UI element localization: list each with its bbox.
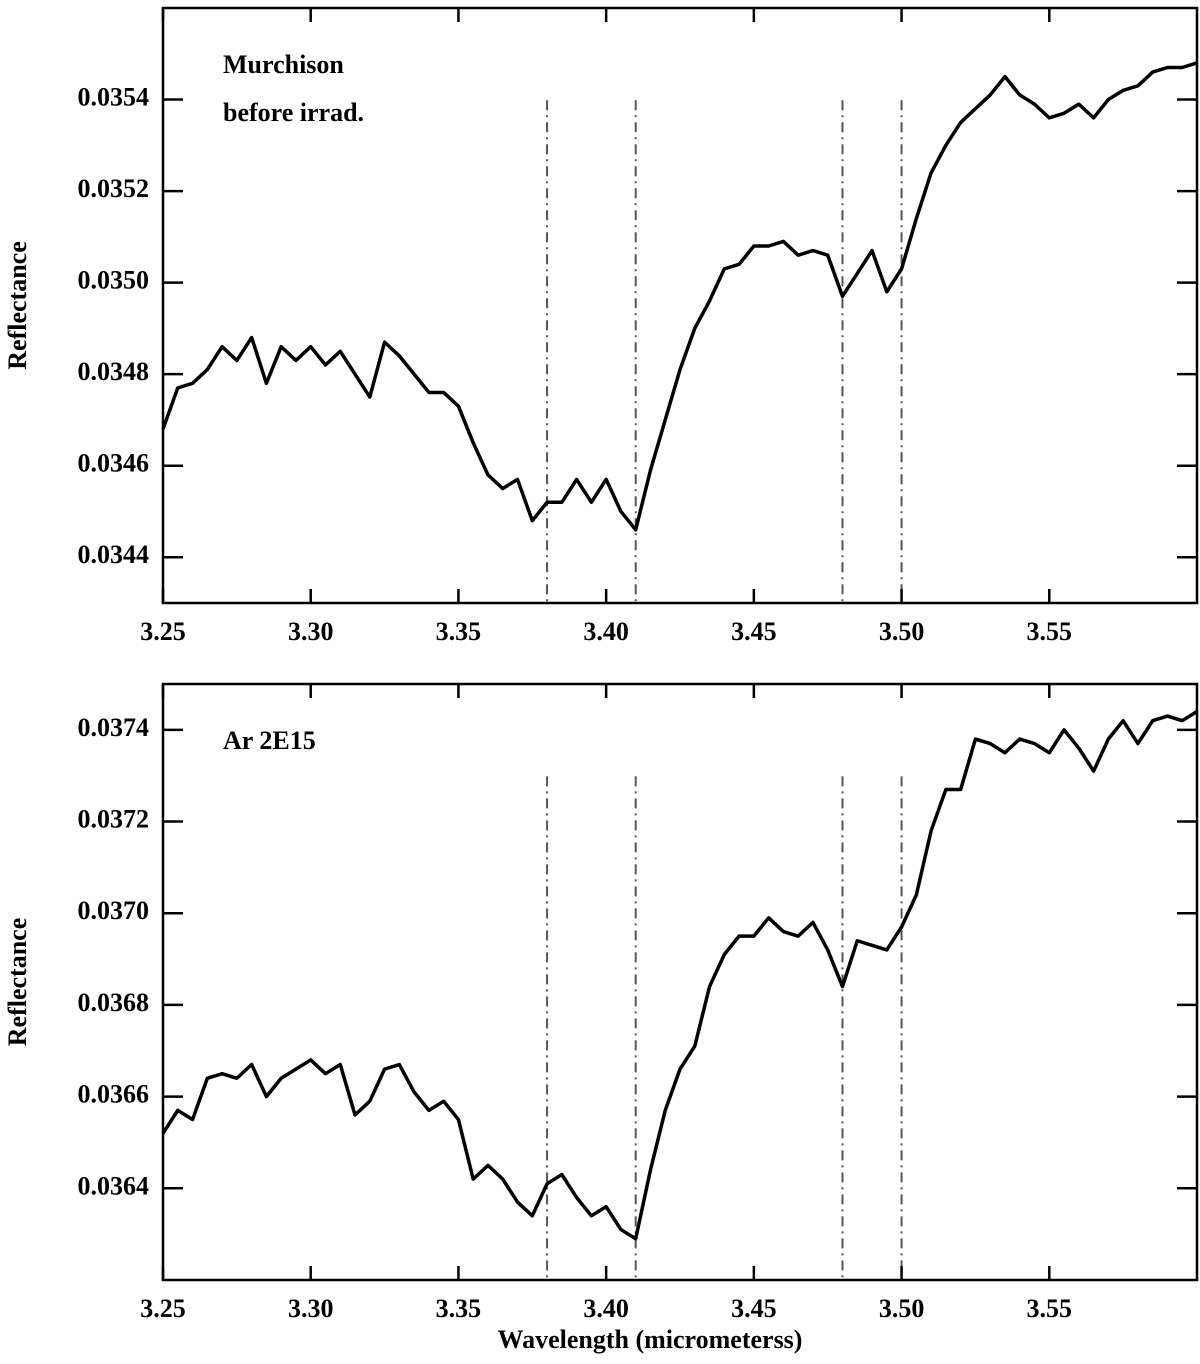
spectrum-line — [161, 710, 1198, 1241]
x-tick-label: 3.55 — [1027, 617, 1073, 646]
y-axis-label: Reflectance — [3, 241, 32, 369]
x-tick-label: 3.35 — [436, 617, 482, 646]
x-axis-label: Wavelength (micrometerss) — [498, 1325, 803, 1354]
annotation: before irrad. — [223, 98, 364, 127]
plot-frame — [161, 682, 1199, 1282]
x-tick-label: 3.25 — [140, 1294, 186, 1323]
y-tick-label: 0.0348 — [78, 357, 150, 386]
x-tick-label: 3.45 — [731, 617, 777, 646]
y-tick-label: 0.0344 — [78, 540, 150, 569]
x-tick-label: 3.50 — [879, 617, 925, 646]
y-tick-label: 0.0366 — [78, 1080, 150, 1109]
y-tick-label: 0.0350 — [78, 266, 150, 295]
y-tick-label: 0.0368 — [78, 988, 150, 1017]
x-tick-label: 3.40 — [583, 617, 629, 646]
spectrum-line — [161, 61, 1198, 532]
plot-frame — [161, 6, 1199, 605]
y-tick-label: 0.0372 — [78, 805, 150, 834]
x-tick-label: 3.40 — [583, 1294, 629, 1323]
y-tick-label: 0.0374 — [78, 713, 150, 742]
x-tick-label: 3.25 — [140, 617, 186, 646]
y-tick-label: 0.0346 — [78, 449, 150, 478]
annotation: Ar 2E15 — [223, 726, 316, 755]
y-tick-label: 0.0354 — [78, 83, 150, 112]
y-tick-label: 0.0370 — [78, 896, 150, 925]
x-tick-label: 3.35 — [436, 1294, 482, 1323]
annotation: Murchison — [223, 50, 344, 79]
x-tick-label: 3.50 — [879, 1294, 925, 1323]
x-tick-label: 3.30 — [288, 1294, 334, 1323]
y-tick-label: 0.0364 — [78, 1171, 150, 1200]
y-tick-label: 0.0352 — [78, 174, 150, 203]
y-axis-label: Reflectance — [3, 918, 32, 1046]
x-tick-label: 3.45 — [731, 1294, 777, 1323]
x-tick-label: 3.55 — [1027, 1294, 1073, 1323]
x-tick-label: 3.30 — [288, 617, 334, 646]
